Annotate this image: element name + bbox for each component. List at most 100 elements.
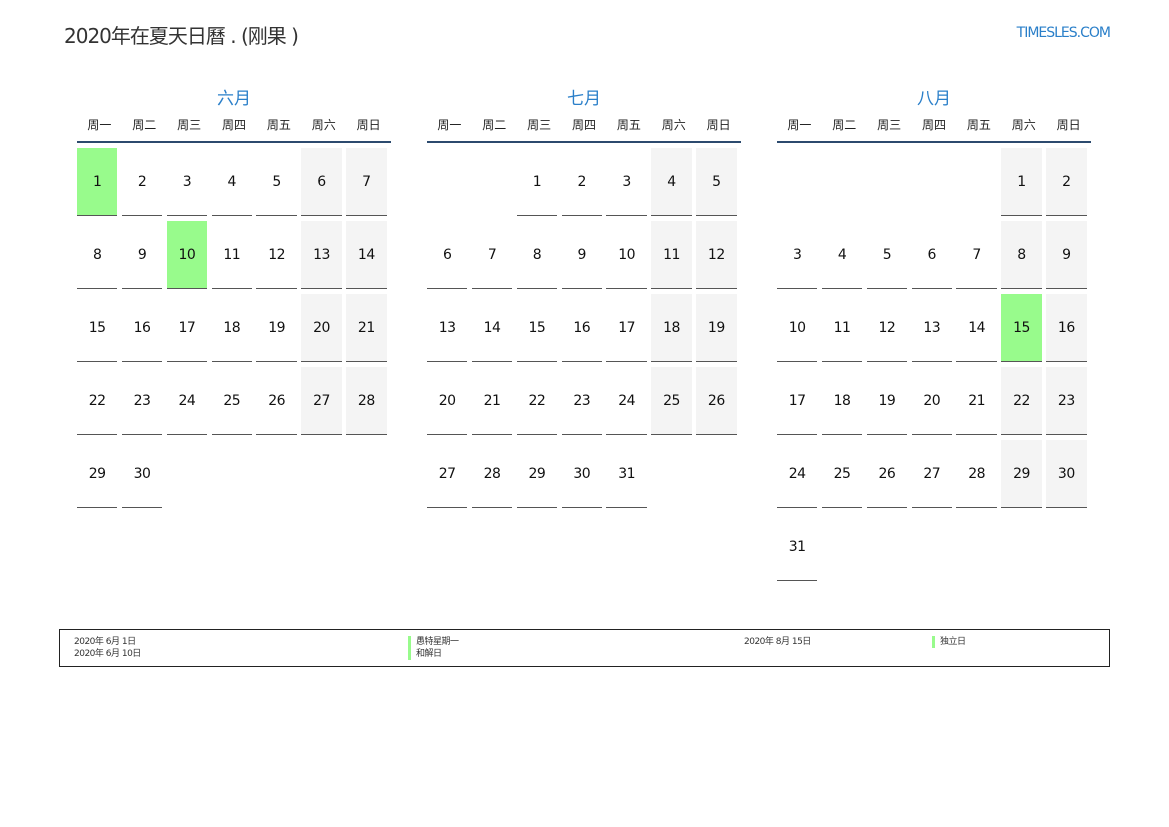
holiday-legend: 2020年 6月 1日 2020年 6月 10日 愚特星期一 和解日 2020年… (59, 629, 1110, 667)
empty-cell (696, 440, 736, 508)
day-cell[interactable]: 10 (166, 221, 208, 289)
day-cell[interactable]: 22 (77, 367, 118, 435)
day-cell[interactable]: 28 (346, 367, 387, 435)
day-cell[interactable]: 14 (346, 221, 387, 289)
day-cell[interactable]: 15 (77, 294, 118, 362)
day-cell[interactable]: 19 (696, 294, 737, 362)
day-cell[interactable]: 22 (1001, 367, 1042, 435)
day-cell[interactable]: 29 (1001, 440, 1042, 508)
day-cell[interactable]: 24 (777, 440, 818, 508)
day-cell[interactable]: 23 (1046, 367, 1087, 435)
day-cell[interactable]: 29 (516, 440, 558, 508)
day-cell[interactable]: 28 (956, 440, 997, 508)
day-cell[interactable]: 9 (1046, 221, 1087, 289)
day-cell[interactable]: 28 (471, 440, 513, 508)
week-row: 22 23 24 25 26 27 28 (77, 367, 391, 440)
day-cell[interactable]: 27 (911, 440, 952, 508)
day-cell[interactable]: 25 (651, 367, 692, 435)
day-cell[interactable]: 11 (211, 221, 252, 289)
day-cell[interactable]: 25 (211, 367, 252, 435)
day-cell[interactable]: 20 (911, 367, 952, 435)
day-cell[interactable]: 13 (301, 221, 342, 289)
day-cell[interactable]: 30 (561, 440, 602, 508)
day-cell[interactable]: 24 (606, 367, 647, 435)
day-cell[interactable]: 1 (1001, 148, 1042, 216)
day-cell[interactable]: 2 (1046, 148, 1087, 216)
day-cell[interactable]: 10 (777, 294, 818, 362)
day-cell[interactable]: 14 (956, 294, 997, 362)
day-cell[interactable]: 7 (471, 221, 513, 289)
day-cell[interactable]: 31 (606, 440, 647, 508)
day-cell[interactable]: 18 (651, 294, 692, 362)
empty-cell (472, 148, 512, 216)
day-cell[interactable]: 27 (427, 440, 468, 508)
day-cell[interactable]: 5 (866, 221, 908, 289)
weekday-label: 周六 (1011, 118, 1036, 132)
day-cell[interactable]: 8 (1001, 221, 1042, 289)
day-cell[interactable]: 4 (211, 148, 252, 216)
day-cell[interactable]: 8 (77, 221, 118, 289)
day-cell[interactable]: 21 (471, 367, 513, 435)
day-cell[interactable]: 3 (777, 221, 818, 289)
day-cell[interactable]: 12 (256, 221, 297, 289)
day-cell[interactable]: 3 (166, 148, 208, 216)
day-cell[interactable]: 9 (561, 221, 602, 289)
day-cell[interactable]: 8 (516, 221, 558, 289)
empty-cell (1046, 513, 1086, 581)
day-cell[interactable]: 14 (471, 294, 513, 362)
day-cell[interactable]: 16 (1046, 294, 1087, 362)
day-cell[interactable]: 15 (516, 294, 558, 362)
weekday-header: 周一 周二 周三 周四 周五 周六 周日 (427, 110, 741, 143)
day-cell[interactable]: 1 (77, 148, 118, 216)
day-cell[interactable]: 5 (256, 148, 297, 216)
day-cell[interactable]: 23 (561, 367, 602, 435)
day-cell[interactable]: 1 (516, 148, 558, 216)
day-cell[interactable]: 17 (606, 294, 647, 362)
day-cell[interactable]: 19 (256, 294, 297, 362)
day-cell[interactable]: 6 (911, 221, 952, 289)
day-cell[interactable]: 30 (1046, 440, 1087, 508)
day-cell[interactable]: 18 (821, 367, 863, 435)
day-cell[interactable]: 25 (821, 440, 863, 508)
day-cell[interactable]: 22 (516, 367, 558, 435)
day-cell[interactable]: 24 (166, 367, 208, 435)
day-cell[interactable]: 13 (911, 294, 952, 362)
day-cell[interactable]: 21 (346, 294, 387, 362)
day-cell[interactable]: 26 (866, 440, 908, 508)
day-cell[interactable]: 7 (956, 221, 997, 289)
day-cell[interactable]: 12 (696, 221, 737, 289)
day-cell[interactable]: 16 (121, 294, 163, 362)
day-cell[interactable]: 12 (866, 294, 908, 362)
day-cell[interactable]: 4 (821, 221, 863, 289)
day-cell[interactable]: 29 (77, 440, 118, 508)
day-cell[interactable]: 9 (121, 221, 163, 289)
day-cell[interactable]: 6 (427, 221, 468, 289)
site-logo[interactable]: TIMESLES.COM (1016, 25, 1111, 41)
day-cell[interactable]: 16 (561, 294, 602, 362)
day-cell[interactable]: 17 (777, 367, 818, 435)
day-cell[interactable]: 6 (301, 148, 342, 216)
day-cell[interactable]: 26 (696, 367, 737, 435)
day-cell[interactable]: 21 (956, 367, 997, 435)
day-cell[interactable]: 27 (301, 367, 342, 435)
day-cell[interactable]: 11 (821, 294, 863, 362)
day-cell[interactable]: 3 (606, 148, 647, 216)
day-cell[interactable]: 15 (1001, 294, 1042, 362)
day-cell[interactable]: 19 (866, 367, 908, 435)
day-cell[interactable]: 23 (121, 367, 163, 435)
day-cell[interactable]: 2 (561, 148, 602, 216)
day-cell[interactable]: 17 (166, 294, 208, 362)
day-cell[interactable]: 30 (121, 440, 163, 508)
day-cell[interactable]: 13 (427, 294, 468, 362)
day-cell[interactable]: 4 (651, 148, 692, 216)
day-cell[interactable]: 18 (211, 294, 252, 362)
day-cell[interactable]: 7 (346, 148, 387, 216)
day-cell[interactable]: 20 (301, 294, 342, 362)
day-cell[interactable]: 11 (651, 221, 692, 289)
day-cell[interactable]: 2 (121, 148, 163, 216)
day-cell[interactable]: 20 (427, 367, 468, 435)
day-cell[interactable]: 5 (696, 148, 737, 216)
day-cell[interactable]: 10 (606, 221, 647, 289)
day-cell[interactable]: 31 (777, 513, 818, 581)
day-cell[interactable]: 26 (256, 367, 297, 435)
